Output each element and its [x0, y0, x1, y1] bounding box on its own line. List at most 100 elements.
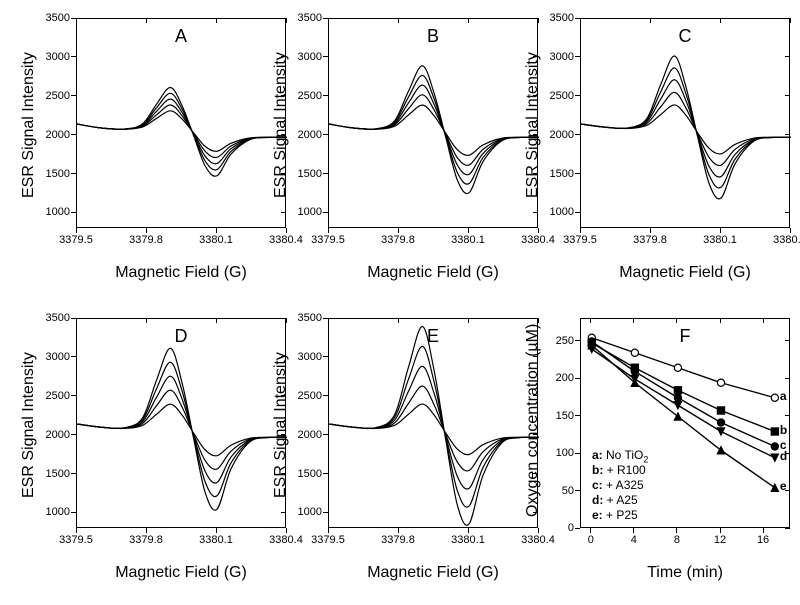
xtick-label: 3380.1 [451, 534, 485, 546]
x-axis-title: Magnetic Field (G) [328, 264, 538, 282]
legend-item-d: d: + A25 [592, 493, 638, 507]
ytick-label: 3500 [292, 312, 322, 324]
ytick-label: 1000 [544, 206, 574, 218]
ytick-label: 3500 [40, 12, 70, 24]
y-axis-title: ESR Signal Intensity [524, 52, 542, 198]
y-axis-title: ESR Signal Intensity [272, 352, 290, 498]
xtick-label: 3380.4 [521, 534, 555, 546]
ytick-label: 1000 [40, 206, 70, 218]
ytick-label: 2500 [40, 90, 70, 102]
ytick-label: 3500 [544, 12, 574, 24]
series-end-label-b: b [780, 423, 787, 437]
ytick-label: 3000 [544, 51, 574, 63]
ytick-label: 3500 [40, 312, 70, 324]
series-end-label-e: e [780, 479, 787, 493]
x-axis-title: Magnetic Field (G) [328, 564, 538, 582]
panel-label-F: F [580, 326, 790, 347]
ytick-label: 2000 [544, 129, 574, 141]
xtick-label: 3379.8 [129, 234, 163, 246]
ytick-label: 1000 [292, 206, 322, 218]
xtick-label: 16 [757, 534, 769, 546]
ytick-label: 100 [544, 447, 574, 459]
ytick-label: 3000 [40, 351, 70, 363]
ytick-label: 1500 [40, 168, 70, 180]
panel-E [328, 318, 538, 528]
xtick-label: 3380.4 [269, 534, 303, 546]
y-axis-title: Oxygen concentration (µM) [524, 323, 542, 516]
y-axis-title: ESR Signal Intensity [20, 352, 38, 498]
figure-stage: 3379.53379.83380.13380.41000150020002500… [0, 0, 800, 605]
esr-curve-B-0 [329, 105, 539, 155]
ytick-label: 2500 [292, 90, 322, 102]
panel-label-A: A [76, 26, 286, 47]
y-axis-title: ESR Signal Intensity [20, 52, 38, 198]
legend-item-a: a: No TiO2 [592, 448, 648, 464]
series-end-label-d: d [780, 449, 787, 463]
series-line-c [592, 342, 775, 447]
xtick-label: 3380.1 [703, 234, 737, 246]
series-end-label-a: a [780, 389, 787, 403]
ytick-label: 1500 [40, 468, 70, 480]
panel-label-B: B [328, 26, 538, 47]
xtick-label: 3379.8 [633, 234, 667, 246]
y-axis-title: ESR Signal Intensity [272, 52, 290, 198]
ytick-label: 0 [544, 522, 574, 534]
panel-C [580, 18, 790, 228]
esr-curve-E-0 [329, 404, 539, 455]
x-axis-title: Magnetic Field (G) [76, 264, 286, 282]
esr-curve-D-4 [77, 348, 287, 510]
panel-label-C: C [580, 26, 790, 47]
ytick-label: 3000 [40, 51, 70, 63]
xtick-label: 3380.4 [269, 234, 303, 246]
panel-A [76, 18, 286, 228]
panel-label-E: E [328, 326, 538, 347]
xtick-label: 0 [588, 534, 594, 546]
esr-curve-A-0 [77, 111, 287, 152]
ytick-label: 1500 [292, 468, 322, 480]
ytick-label: 1000 [292, 506, 322, 518]
panel-D [76, 318, 286, 528]
xtick-label: 3380.1 [199, 234, 233, 246]
xtick-label: 8 [674, 534, 680, 546]
ytick-label: 2500 [544, 90, 574, 102]
xtick-label: 12 [714, 534, 726, 546]
ytick-label: 2500 [40, 390, 70, 402]
xtick-label: 3380.1 [451, 234, 485, 246]
x-axis-title: Magnetic Field (G) [580, 264, 790, 282]
panel-B [328, 18, 538, 228]
xtick-label: 3379.5 [59, 234, 93, 246]
ytick-label: 2000 [40, 429, 70, 441]
ytick-label: 3000 [292, 351, 322, 363]
ytick-label: 1500 [544, 168, 574, 180]
xtick-label: 3380.4 [773, 234, 800, 246]
ytick-label: 250 [544, 335, 574, 347]
x-axis-title: Time (min) [580, 564, 790, 582]
esr-curve-B-4 [329, 66, 539, 194]
ytick-label: 2000 [292, 429, 322, 441]
panel-label-D: D [76, 326, 286, 347]
legend-item-b: b: + R100 [592, 463, 646, 477]
xtick-label: 3380.4 [521, 234, 555, 246]
xtick-label: 3380.1 [199, 534, 233, 546]
esr-curve-C-4 [581, 56, 791, 199]
esr-curve-E-4 [329, 326, 539, 525]
xtick-label: 3379.5 [311, 534, 345, 546]
ytick-label: 2000 [292, 129, 322, 141]
xtick-label: 3379.8 [381, 534, 415, 546]
ytick-label: 2000 [40, 129, 70, 141]
xtick-label: 3379.5 [311, 234, 345, 246]
ytick-label: 3500 [292, 12, 322, 24]
esr-curve-C-0 [581, 105, 791, 154]
ytick-label: 1500 [292, 168, 322, 180]
x-axis-title: Magnetic Field (G) [76, 564, 286, 582]
esr-curve-C-1 [581, 92, 791, 165]
series-line-b [592, 343, 775, 432]
xtick-label: 3379.8 [129, 534, 163, 546]
esr-curve-D-1 [77, 390, 287, 469]
xtick-label: 3379.5 [59, 534, 93, 546]
xtick-label: 3379.8 [381, 234, 415, 246]
legend-item-e: e: + P25 [592, 508, 638, 522]
ytick-label: 2500 [292, 390, 322, 402]
series-line-d [592, 349, 775, 458]
xtick-label: 4 [631, 534, 637, 546]
